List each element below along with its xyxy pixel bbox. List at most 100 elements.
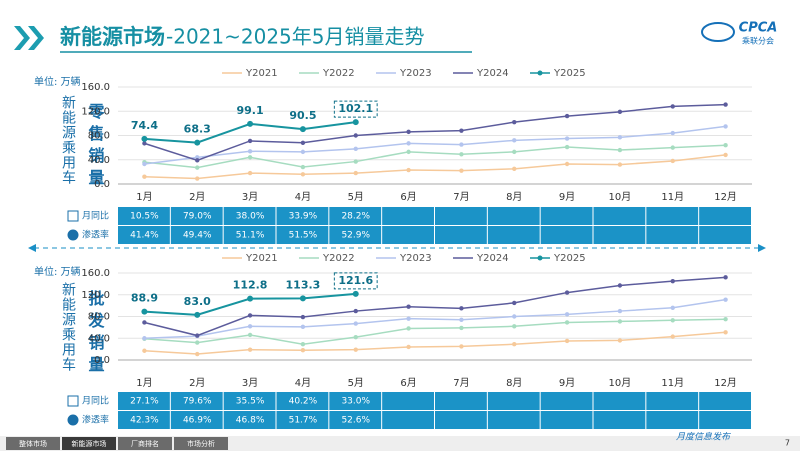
x-tick-label: 1月 (136, 377, 152, 389)
table-cell (435, 411, 487, 429)
y-tick-label: 160.0 (81, 82, 110, 93)
point (723, 297, 728, 302)
table-cell (646, 207, 699, 225)
legend-label: Y2023 (399, 253, 432, 264)
x-tick-label: 5月 (348, 377, 364, 389)
legend-label: Y2023 (399, 68, 432, 79)
point (459, 152, 464, 157)
point (617, 147, 623, 153)
point (459, 344, 464, 349)
point (459, 306, 464, 311)
table-cell (118, 392, 170, 410)
row-label: 渗透率 (82, 414, 109, 426)
point (617, 319, 623, 324)
table-cell (382, 411, 434, 429)
table-cell-text: 42.3% (130, 416, 159, 426)
side-title: 新能源乘用车 (60, 95, 76, 185)
point (247, 138, 253, 144)
series-line (144, 144, 726, 169)
page-number: 7 (785, 439, 790, 448)
point (353, 159, 358, 164)
table-cell-text: 46.9% (183, 416, 212, 426)
point (406, 326, 411, 331)
x-tick-label: 12月 (714, 191, 737, 203)
point (300, 324, 306, 330)
table-cell (487, 411, 540, 429)
legend-label: Y2024 (476, 68, 509, 79)
point (247, 313, 253, 318)
point (512, 119, 517, 125)
row-label: 月同比 (82, 210, 109, 222)
footer-tab[interactable] (174, 437, 228, 450)
point (195, 340, 200, 345)
y-tick-label: 40.0 (88, 333, 110, 344)
point (617, 308, 623, 314)
table-cell (276, 392, 329, 410)
table-cell (329, 226, 382, 244)
y-tick-label: 0.0 (94, 355, 110, 366)
table-cell-text: 35.5% (236, 397, 265, 407)
sub-title: 零售销量 (86, 103, 106, 191)
point (670, 334, 675, 339)
point (564, 320, 570, 325)
point (299, 126, 306, 133)
point (353, 308, 358, 314)
point (247, 295, 254, 302)
footer-tab[interactable] (6, 437, 60, 450)
legend-marker (537, 255, 543, 261)
table-cell (118, 207, 170, 225)
legend-label: Y2022 (322, 253, 355, 264)
point (670, 145, 675, 150)
footer-tab[interactable] (62, 437, 116, 450)
point (670, 278, 675, 284)
point (564, 290, 570, 295)
data-label: 102.1 (338, 102, 373, 115)
data-label: 113.3 (286, 278, 321, 291)
point (353, 321, 358, 326)
footer-tab[interactable] (118, 437, 172, 450)
table-cell (170, 392, 223, 410)
point (142, 174, 147, 179)
table-cell-text: 51.7% (289, 416, 318, 426)
x-tick-label: 8月 (506, 191, 522, 203)
footer-note: 月度信息发布 (676, 432, 732, 443)
point (670, 158, 675, 164)
point (670, 130, 675, 136)
point (300, 140, 306, 145)
point (564, 161, 570, 167)
y-tick-label: 0.0 (94, 179, 110, 190)
point (142, 348, 147, 353)
series-line (144, 318, 726, 345)
point (617, 135, 623, 140)
table-cell-text: 33.0% (341, 397, 370, 407)
table-cell-text: 79.6% (183, 397, 212, 407)
table-cell (540, 226, 593, 244)
y-tick-label: 160.0 (81, 268, 110, 279)
point (195, 165, 200, 170)
point (723, 152, 728, 158)
row-icon (67, 395, 79, 407)
point (459, 128, 464, 133)
point (723, 102, 728, 107)
point (564, 338, 570, 344)
table-cell (699, 207, 751, 225)
point (617, 109, 623, 115)
table-cell-text: 46.8% (236, 416, 265, 426)
legend-label: Y2024 (476, 253, 509, 264)
table-cell (699, 411, 751, 429)
table-cell (329, 207, 382, 225)
table-cell (699, 392, 751, 410)
point (195, 155, 200, 160)
table-cell (487, 226, 540, 244)
point (353, 347, 358, 352)
point (512, 342, 517, 347)
table-cell (170, 207, 223, 225)
footer-tab-label: 整体市场 (19, 439, 47, 448)
x-tick-label: 4月 (295, 191, 311, 203)
side-title: 新能源乘用车 (60, 282, 76, 372)
table-cell (329, 392, 382, 410)
table-cell (540, 411, 593, 429)
point (300, 164, 306, 170)
data-label: 83.0 (184, 295, 211, 308)
